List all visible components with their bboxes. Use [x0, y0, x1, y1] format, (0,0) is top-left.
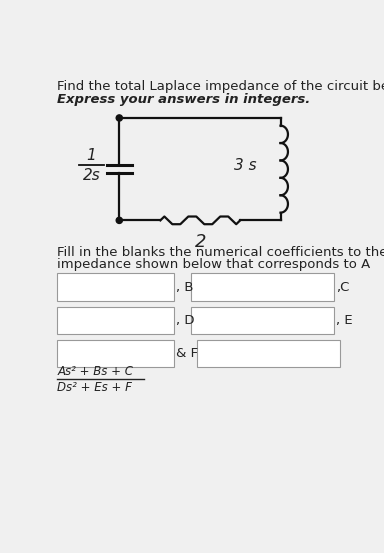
Text: 1: 1 [86, 148, 96, 163]
FancyBboxPatch shape [57, 306, 174, 335]
Text: 2s: 2s [83, 168, 100, 183]
FancyBboxPatch shape [190, 274, 334, 301]
Circle shape [116, 115, 122, 121]
Text: , D: , D [176, 314, 194, 327]
FancyBboxPatch shape [57, 340, 174, 367]
Text: 2: 2 [195, 233, 206, 251]
Text: Fill in the blanks the numerical coefficients to the total: Fill in the blanks the numerical coeffic… [57, 246, 384, 259]
Text: & F: & F [176, 347, 198, 360]
Text: Express your answers in integers.: Express your answers in integers. [57, 92, 311, 106]
Text: impedance shown below that corresponds to A: impedance shown below that corresponds t… [57, 258, 371, 271]
Text: ,C: ,C [336, 281, 350, 294]
Text: , E: , E [336, 314, 353, 327]
FancyBboxPatch shape [190, 306, 334, 335]
FancyBboxPatch shape [197, 340, 340, 367]
Text: Ds² + Es + F: Ds² + Es + F [57, 380, 132, 394]
FancyBboxPatch shape [57, 274, 174, 301]
Text: 3 s: 3 s [234, 158, 257, 173]
Circle shape [116, 217, 122, 223]
Text: As² + Bs + C: As² + Bs + C [57, 365, 133, 378]
Text: , B: , B [176, 281, 194, 294]
Text: Find the total Laplace impedance of the circuit below.: Find the total Laplace impedance of the … [57, 80, 384, 93]
